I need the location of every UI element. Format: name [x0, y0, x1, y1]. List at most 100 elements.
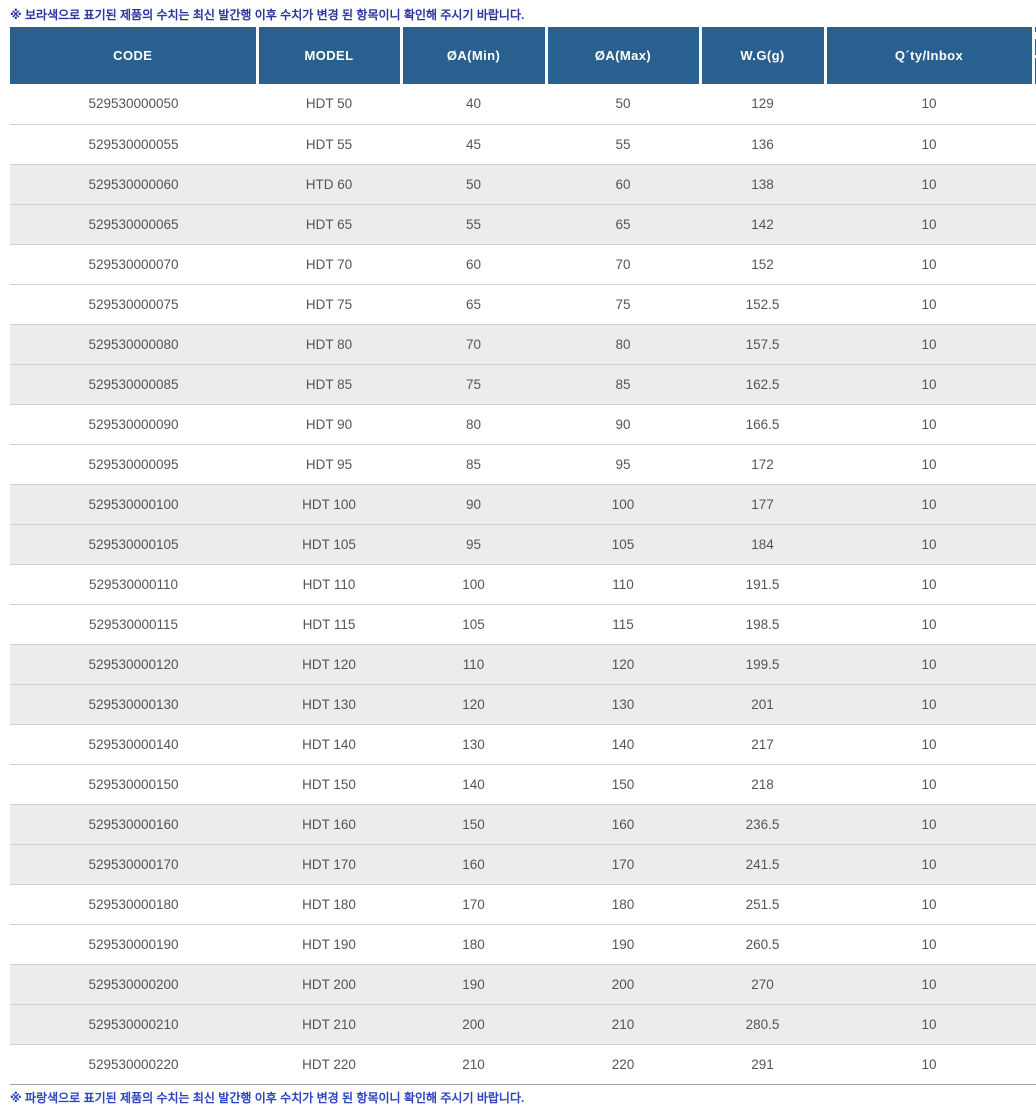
table-cell: 85: [546, 364, 700, 405]
table-cell: 105: [401, 604, 546, 645]
table-row: 529530000130 HDT 130 120 130 201 10: [10, 684, 1036, 725]
table-cell: 529530000220: [10, 1044, 257, 1085]
table-cell: 251.5: [700, 884, 825, 925]
table-cell: HDT 80: [257, 324, 401, 365]
table-cell: 180: [401, 924, 546, 965]
column-header-wg: W.G(g): [700, 27, 827, 84]
table-row: 529530000080 HDT 80 70 80 157.5 10: [10, 324, 1036, 365]
table-cell: 177: [700, 484, 825, 525]
table-cell-clipped: [1033, 804, 1036, 845]
table-cell: 10: [825, 204, 1033, 245]
table-cell: 10: [825, 124, 1033, 165]
table-cell-clipped: [1033, 644, 1036, 685]
table-cell: 529530000200: [10, 964, 257, 1005]
table-cell: 10: [825, 324, 1033, 365]
table-cell: 45: [401, 124, 546, 165]
column-header-clipped: [1033, 27, 1036, 84]
table-row: 529530000115 HDT 115 105 115 198.5 10: [10, 604, 1036, 645]
table-cell: 180: [546, 884, 700, 925]
table-cell: 529530000060: [10, 164, 257, 205]
table-cell: 140: [546, 724, 700, 765]
table-cell: 529530000190: [10, 924, 257, 965]
table-cell: 191.5: [700, 564, 825, 605]
table-cell: 10: [825, 404, 1033, 445]
table-cell: 10: [825, 844, 1033, 885]
table-cell: 270: [700, 964, 825, 1005]
table-row: 529530000160 HDT 160 150 160 236.5 10: [10, 804, 1036, 845]
table-cell: 529530000105: [10, 524, 257, 565]
table-cell: 529530000140: [10, 724, 257, 765]
table-body: 529530000050 HDT 50 40 50 129 10 529530000055 H…: [10, 84, 1036, 1085]
table-cell: 10: [825, 764, 1033, 805]
table-cell: 190: [546, 924, 700, 965]
table-cell: 291: [700, 1044, 825, 1085]
table-cell: 217: [700, 724, 825, 765]
table-cell: 70: [546, 244, 700, 285]
table-cell: HDT 170: [257, 844, 401, 885]
table-cell: 529530000210: [10, 1004, 257, 1045]
table-cell: 110: [401, 644, 546, 685]
table-cell: HDT 140: [257, 724, 401, 765]
table-cell: 10: [825, 684, 1033, 725]
table-cell: 10: [825, 804, 1033, 845]
table-cell: 75: [401, 364, 546, 405]
table-cell: 105: [546, 524, 700, 565]
table-cell: 138: [700, 164, 825, 205]
table-cell: 529530000120: [10, 644, 257, 685]
table-cell: 241.5: [700, 844, 825, 885]
table-row: 529530000050 HDT 50 40 50 129 10: [10, 84, 1036, 125]
table-row: 529530000220 HDT 220 210 220 291 10: [10, 1044, 1036, 1085]
table-cell: 529530000095: [10, 444, 257, 485]
table-cell: 10: [825, 644, 1033, 685]
table-row: 529530000090 HDT 90 80 90 166.5 10: [10, 404, 1036, 445]
table-cell-clipped: [1033, 1044, 1036, 1085]
table-cell: 200: [401, 1004, 546, 1045]
table-cell: 280.5: [700, 1004, 825, 1045]
table-cell: 140: [401, 764, 546, 805]
table-cell: 172: [700, 444, 825, 485]
table-row: 529530000085 HDT 85 75 85 162.5 10: [10, 364, 1036, 405]
table-cell: HDT 75: [257, 284, 401, 325]
table-cell: 90: [546, 404, 700, 445]
table-row: 529530000200 HDT 200 190 200 270 10: [10, 964, 1036, 1005]
table-cell-clipped: [1033, 404, 1036, 445]
table-cell: 129: [700, 84, 825, 125]
table-cell: 200: [546, 964, 700, 1005]
table-cell: 529530000050: [10, 84, 257, 125]
table-cell: 236.5: [700, 804, 825, 845]
table-cell: HDT 105: [257, 524, 401, 565]
table-cell-clipped: [1033, 564, 1036, 605]
table-row: 529530000210 HDT 210 200 210 280.5 10: [10, 1004, 1036, 1045]
table-cell: 160: [546, 804, 700, 845]
table-cell-clipped: [1033, 124, 1036, 165]
table-row: 529530000100 HDT 100 90 100 177 10: [10, 484, 1036, 525]
table-cell: HDT 120: [257, 644, 401, 685]
table-cell: 199.5: [700, 644, 825, 685]
table-cell: 10: [825, 1044, 1033, 1085]
table-cell: 10: [825, 524, 1033, 565]
table-cell: 70: [401, 324, 546, 365]
notice-bottom: ※ 파랑색으로 표기된 제품의 수치는 최신 발간행 이후 수치가 변경 된 항…: [10, 1090, 525, 1105]
table-cell: 10: [825, 484, 1033, 525]
table-cell: 190: [401, 964, 546, 1005]
table-cell: 50: [401, 164, 546, 205]
table-cell: 85: [401, 444, 546, 485]
table-cell: HDT 95: [257, 444, 401, 485]
table-cell: HDT 130: [257, 684, 401, 725]
table-cell: 529530000170: [10, 844, 257, 885]
table-cell: 166.5: [700, 404, 825, 445]
table-cell: 10: [825, 724, 1033, 765]
table-cell: 529530000085: [10, 364, 257, 405]
table-row: 529530000105 HDT 105 95 105 184 10: [10, 524, 1036, 565]
table-cell-clipped: [1033, 844, 1036, 885]
table-cell: 210: [401, 1044, 546, 1085]
column-header-oa-min: ØA(Min): [401, 27, 548, 84]
table-row: 529530000110 HDT 110 100 110 191.5 10: [10, 564, 1036, 605]
table-cell: 184: [700, 524, 825, 565]
table-row: 529530000180 HDT 180 170 180 251.5 10: [10, 884, 1036, 925]
table-cell: 95: [546, 444, 700, 485]
table-cell: 529530000080: [10, 324, 257, 365]
table-cell: 10: [825, 284, 1033, 325]
table-cell: 529530000180: [10, 884, 257, 925]
